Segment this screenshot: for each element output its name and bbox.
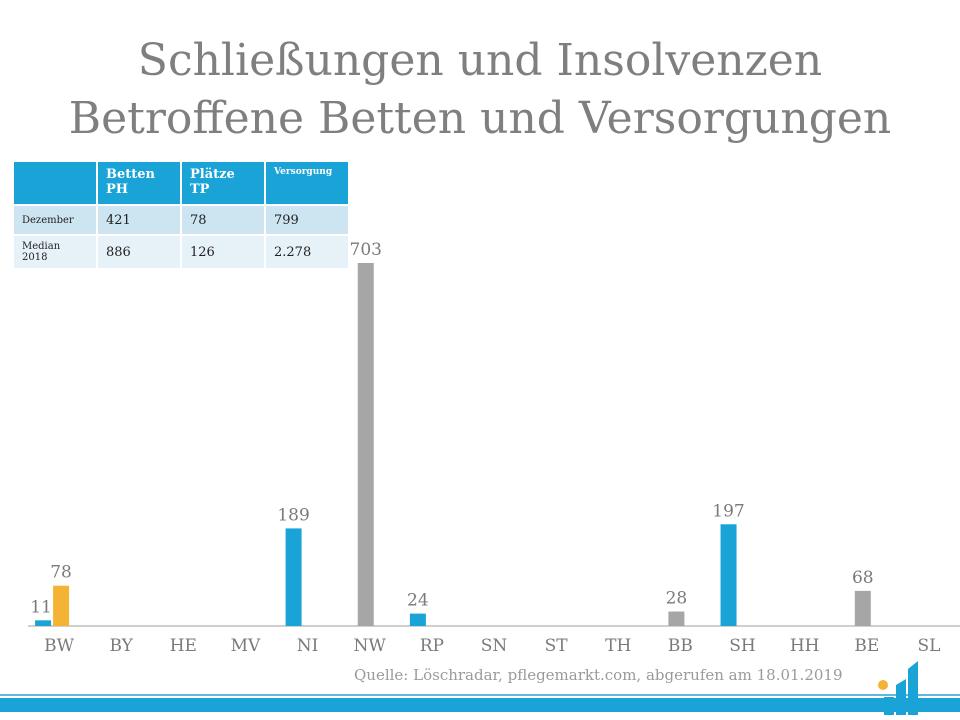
summary-table: Betten PH Plätze TP Versorgung Dezember … [12,162,350,270]
table-header-empty [14,162,96,206]
table-cell: 799 [266,206,348,236]
table-cell: 421 [98,206,180,236]
x-tick-label: TH [605,636,631,656]
footer-band [0,698,960,712]
bar-value-label: 11 [30,597,52,617]
pflegemarkt-logo-icon [878,661,918,715]
bar [668,611,685,626]
source-note: Quelle: Löschradar, pflegemarkt.com, abg… [354,666,843,684]
table-cell: 126 [182,236,264,270]
x-tick-label: BE [854,636,879,656]
bar [720,524,737,626]
bar-value-label: 68 [852,568,874,588]
bar-value-label: 703 [350,240,382,260]
bar [854,590,871,626]
x-tick-label: HE [170,636,197,656]
bar [357,263,374,626]
x-tick-label: BB [668,636,693,656]
x-tick-label: SN [481,636,508,656]
x-tick-label: NI [297,636,319,656]
table-cell: Median 2018 [14,236,96,270]
bar [35,620,52,626]
bar [53,585,70,626]
table-header-betten-ph: Betten PH [98,162,180,206]
bar-value-label: 28 [666,589,688,609]
table-header-versorgung: Versorgung [266,162,348,206]
x-tick-label: BW [44,636,74,656]
x-tick-label: RP [420,636,444,656]
table-row: Dezember 421 78 799 [14,206,348,236]
chart-title-line2: Betroffene Betten und Versorgungen [68,93,892,144]
table-cell: 2.278 [266,236,348,270]
bar [285,528,302,626]
x-tick-label: ST [545,636,569,656]
x-tick-label: MV [231,636,261,656]
bar-value-label: 78 [50,563,72,583]
x-tick-label: SH [729,636,755,656]
table-cell: 78 [182,206,264,236]
table-header-plaetze-tp: Plätze TP [182,162,264,206]
x-tick-label: SL [917,636,940,656]
table-cell: Dezember [14,206,96,236]
footer-line [0,694,960,696]
table-row: Median 2018 886 126 2.278 [14,236,348,270]
bar-value-label: 189 [277,505,309,525]
table-cell: 886 [98,236,180,270]
x-tick-label: BY [109,636,133,656]
summary-table-header: Betten PH Plätze TP Versorgung [14,162,348,206]
bar [409,613,426,626]
x-tick-label: HH [790,636,820,656]
bar-value-label: 197 [712,501,744,521]
chart-title-line1: Schließungen und Insolvenzen [137,35,823,86]
x-tick-label: NW [354,636,387,656]
bar-value-label: 24 [407,591,429,611]
